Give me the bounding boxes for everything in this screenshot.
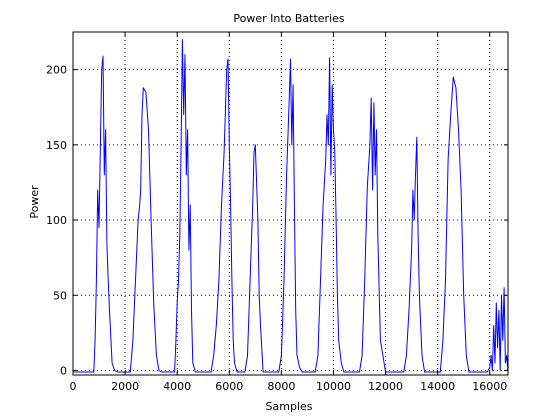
x-tick-label: 8000 [267, 380, 295, 393]
ticks: 0 2000 4000 6000 8000 10000 12000 14000 16000 0 50… [46, 32, 508, 393]
x-tick-label: 16000 [472, 380, 507, 393]
x-tick-label: 2000 [111, 380, 139, 393]
x-axis-title: Samples [266, 400, 313, 413]
x-tick-label: 6000 [215, 380, 243, 393]
plot-frame [72, 31, 509, 376]
grid [73, 32, 508, 375]
x-tick-label: 0 [70, 380, 77, 393]
x-tick-label: 10000 [316, 380, 351, 393]
series-layer [73, 39, 509, 373]
x-tick-label: 12000 [368, 380, 403, 393]
y-tick-label: 150 [46, 139, 67, 152]
x-tick-label: 4000 [163, 380, 191, 393]
y-tick-label: 50 [53, 289, 67, 302]
y-tick-label: 0 [60, 364, 67, 377]
x-tick-label: 14000 [420, 380, 455, 393]
y-axis-title: Power [28, 185, 41, 219]
chart-title: Power Into Batteries [233, 12, 345, 25]
y-tick-label: 100 [46, 214, 67, 227]
y-tick-label: 200 [46, 64, 67, 77]
series-line [73, 39, 509, 373]
